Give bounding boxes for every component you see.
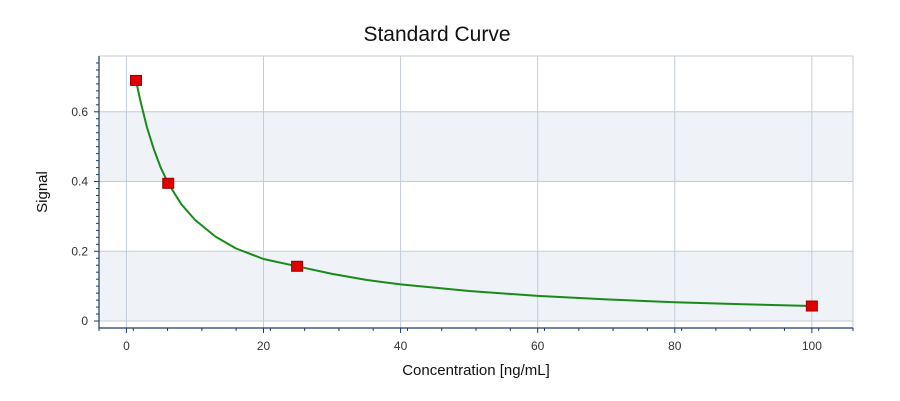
- y-axis-ticks: 0 0.2 0.4 0.6: [71, 62, 99, 328]
- plot-bands: [99, 111, 853, 322]
- data-point: [805, 300, 818, 312]
- data-point: [162, 177, 175, 189]
- data-point: [130, 74, 143, 86]
- y-tick-label: 0.2: [71, 244, 88, 258]
- y-tick-label: 0.6: [71, 105, 88, 119]
- fit-curve-line: [135, 80, 812, 307]
- x-tick-label: 40: [394, 339, 408, 353]
- y-tick-label: 0.4: [71, 175, 88, 189]
- x-tick-label: 0: [123, 339, 130, 353]
- gridlines: [99, 56, 853, 328]
- series-layer: [130, 74, 818, 312]
- y-tick-label: 0: [81, 314, 88, 328]
- x-tick-label: 20: [257, 339, 271, 353]
- x-tick-label: 100: [802, 339, 822, 353]
- plot-band: [99, 111, 853, 182]
- chart-title: Standard Curve: [363, 23, 510, 46]
- x-axis-label: Concentration [ng/mL]: [402, 362, 550, 379]
- y-axis-label: Signal: [34, 171, 51, 213]
- data-point: [291, 260, 304, 272]
- x-tick-label: 80: [668, 339, 682, 353]
- x-tick-label: 60: [531, 339, 545, 353]
- plot-band: [99, 251, 853, 322]
- x-axis-ticks: 0 20 40 60 80 100: [98, 328, 854, 353]
